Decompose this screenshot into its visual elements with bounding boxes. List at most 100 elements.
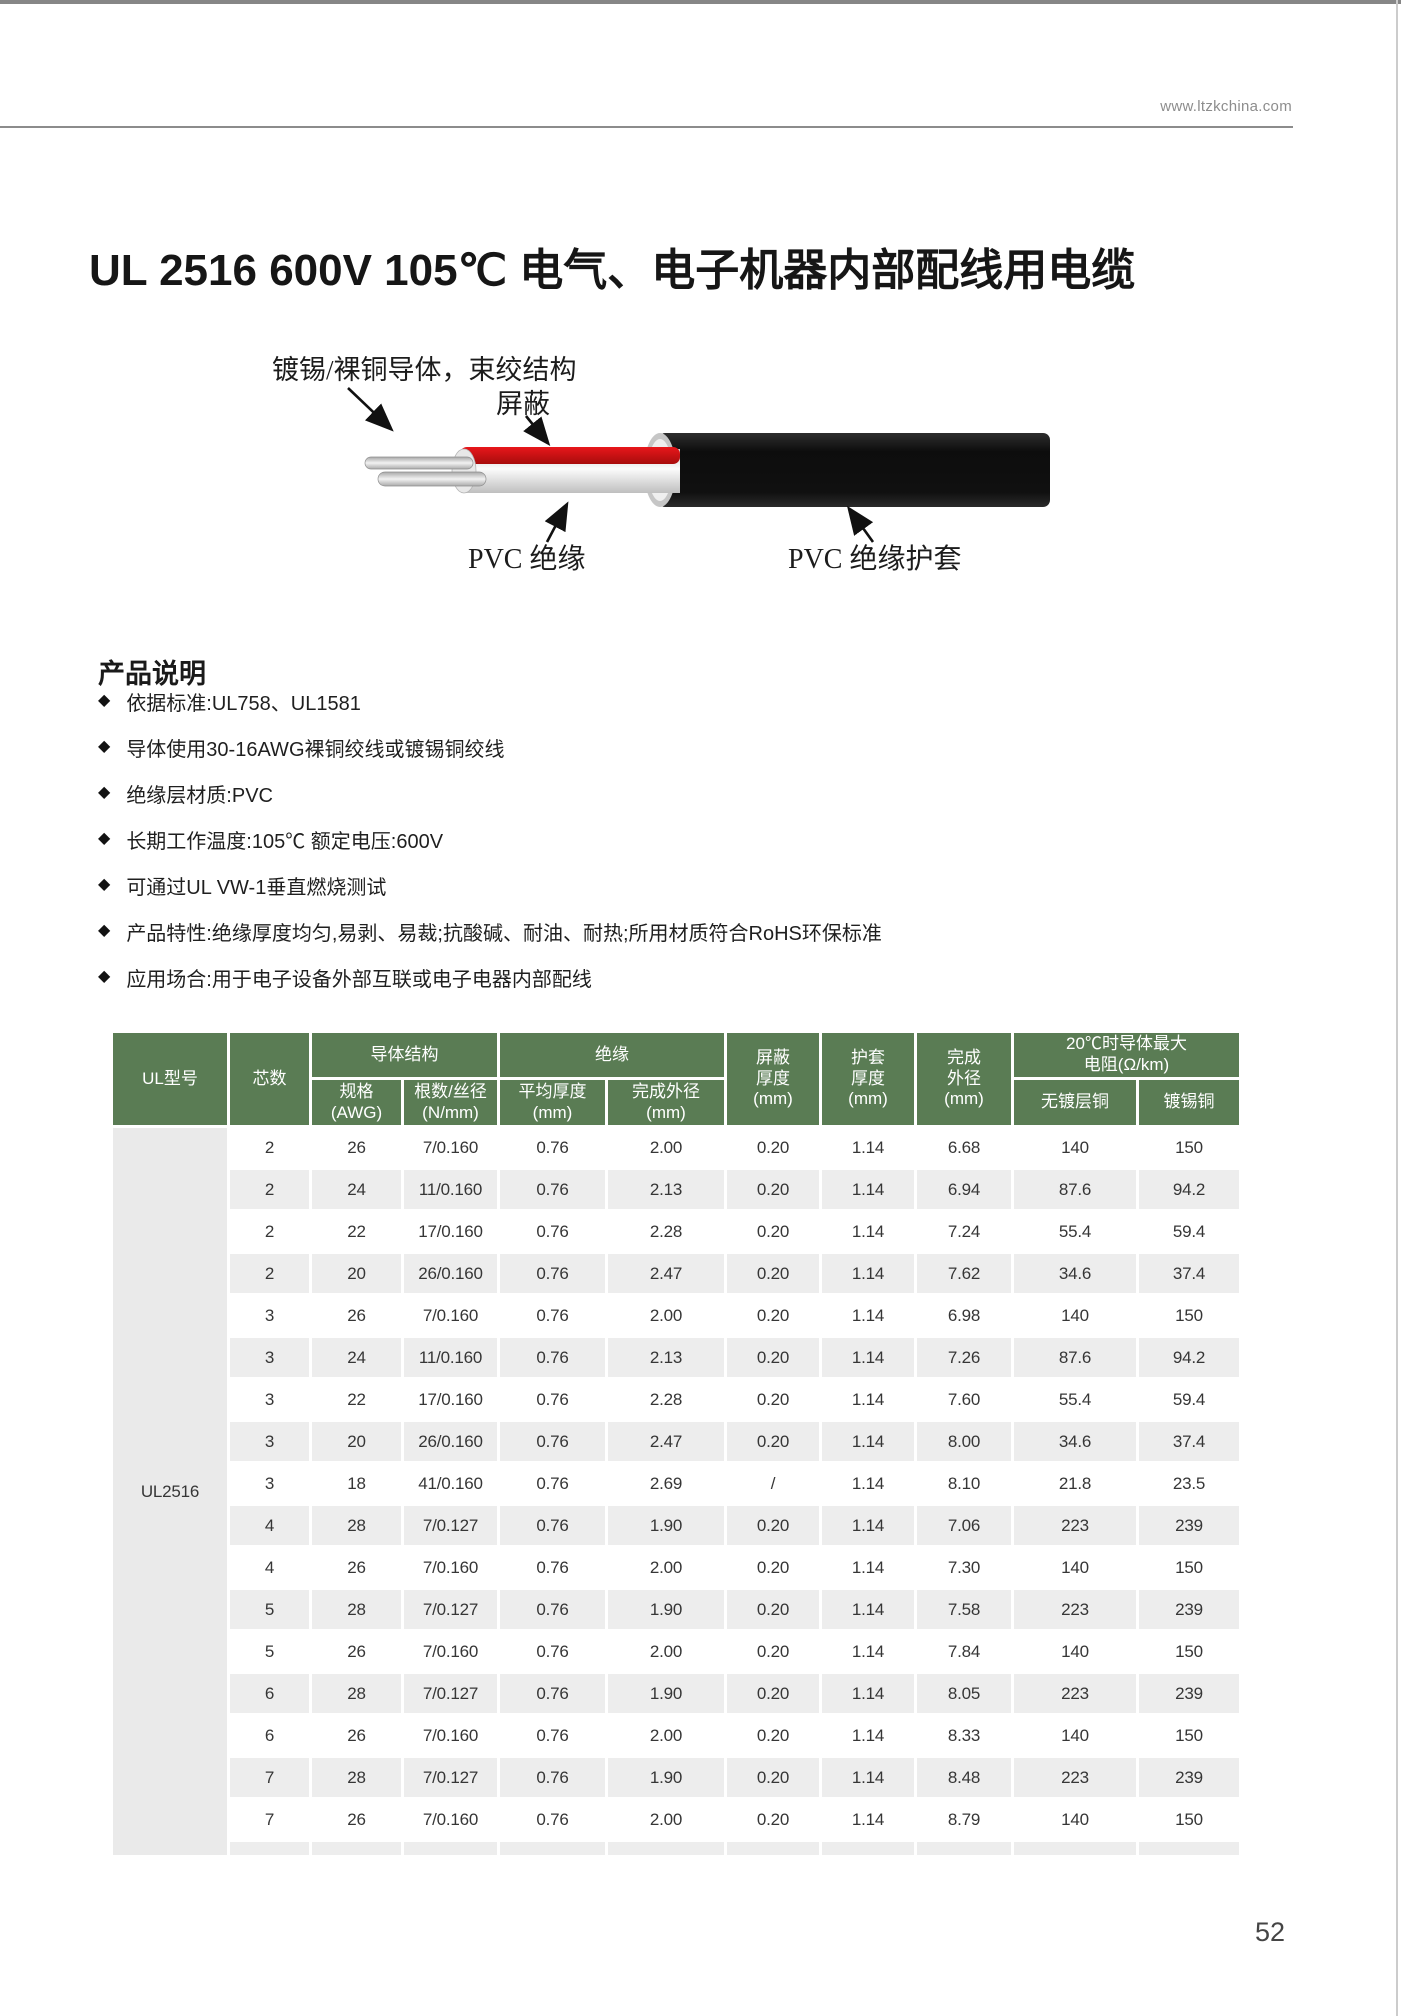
cell xyxy=(608,1842,724,1855)
cell: 0.76 xyxy=(500,1632,605,1671)
cell: 59.4 xyxy=(1139,1380,1239,1419)
cell: 223 xyxy=(1014,1674,1136,1713)
cell: 1.14 xyxy=(822,1674,914,1713)
cell: 6.98 xyxy=(917,1296,1011,1335)
diamond-bullet-icon: ◆ xyxy=(98,692,111,709)
cell: 0.76 xyxy=(500,1758,605,1797)
wire-shape xyxy=(364,456,474,470)
arrow-conductor xyxy=(347,387,394,432)
cell: 2.47 xyxy=(608,1254,724,1293)
page-number: 52 xyxy=(1254,1917,1286,1947)
cell: 37.4 xyxy=(1139,1422,1239,1461)
cell xyxy=(822,1842,914,1855)
page-title: UL 2516 600V 105℃ 电气、电子机器内部配线用电缆 xyxy=(89,246,1136,296)
table-row: 3 22 17/0.160 0.76 2.28 0.20 1.14 7.60 55.4 5… xyxy=(113,1380,1239,1419)
table-row: 7 26 7/0.160 0.76 2.00 0.20 1.14 8.79 140 150 xyxy=(113,1800,1239,1839)
list-item: ◆ 绝缘层材质:PVC xyxy=(98,784,273,807)
cell: 59.4 xyxy=(1139,1212,1239,1251)
header-row-groups: UL型号 芯数 导体结构 绝缘 屏蔽 厚度 (mm) 护套 厚度 (mm) 完成… xyxy=(113,1033,1239,1125)
col-group-insulation: 绝缘 xyxy=(500,1033,724,1077)
cell: 26 xyxy=(312,1632,401,1671)
cell: 28 xyxy=(312,1506,401,1545)
cell: 140 xyxy=(1014,1716,1136,1755)
cell: 0.76 xyxy=(500,1128,605,1167)
cell: 8.10 xyxy=(917,1464,1011,1503)
cell: 2.13 xyxy=(608,1338,724,1377)
table-row: 3 20 26/0.160 0.76 2.47 0.20 1.14 8.00 34.6 3… xyxy=(113,1422,1239,1461)
col-group-resistance: 20℃时导体最大 电阻(Ω/km) xyxy=(1014,1033,1239,1077)
cell: 24 xyxy=(312,1170,401,1209)
cell: 1.14 xyxy=(822,1800,914,1839)
col-header-bare-copper: 无镀层铜 xyxy=(1014,1080,1136,1125)
cell: 1.14 xyxy=(822,1254,914,1293)
cell: 2.00 xyxy=(608,1800,724,1839)
cell: 87.6 xyxy=(1014,1170,1136,1209)
cell: 37.4 xyxy=(1139,1254,1239,1293)
table-row: 2 22 17/0.160 0.76 2.28 0.20 1.14 7.24 55.4 5… xyxy=(113,1212,1239,1251)
cell xyxy=(917,1842,1011,1855)
table-row: 6 26 7/0.160 0.76 2.00 0.20 1.14 8.33 140 150 xyxy=(113,1716,1239,1755)
table-row: 2 24 11/0.160 0.76 2.13 0.20 1.14 6.94 87.6 9… xyxy=(113,1170,1239,1209)
cell: 1.14 xyxy=(822,1716,914,1755)
cell: 140 xyxy=(1014,1548,1136,1587)
cell: 0.76 xyxy=(500,1464,605,1503)
cell: 1.14 xyxy=(822,1128,914,1167)
cell: 140 xyxy=(1014,1296,1136,1335)
cell: 1.14 xyxy=(822,1548,914,1587)
cell: 1.90 xyxy=(608,1674,724,1713)
cell: 7.84 xyxy=(917,1632,1011,1671)
cell xyxy=(1139,1842,1239,1855)
cell: 8.00 xyxy=(917,1422,1011,1461)
ul-type-value-cell: UL2516 xyxy=(113,1128,227,1855)
wire-shape xyxy=(377,471,487,487)
cell: 7.24 xyxy=(917,1212,1011,1251)
cell: 2 xyxy=(230,1254,309,1293)
cell: 7/0.127 xyxy=(404,1506,497,1545)
table-row: 7 28 7/0.127 0.76 1.90 0.20 1.14 8.48 223 239 xyxy=(113,1758,1239,1797)
cell: 2.00 xyxy=(608,1548,724,1587)
list-item: ◆ 依据标准:UL758、UL1581 xyxy=(98,692,361,715)
cell: 0.76 xyxy=(500,1674,605,1713)
col-header-finished-od: 完成 外径 (mm) xyxy=(917,1033,1011,1125)
cell: 140 xyxy=(1014,1128,1136,1167)
cell: 94.2 xyxy=(1139,1170,1239,1209)
cell: 28 xyxy=(312,1674,401,1713)
cell: 11/0.160 xyxy=(404,1170,497,1209)
cell: 20 xyxy=(312,1254,401,1293)
shield-band xyxy=(460,447,680,464)
cell: 140 xyxy=(1014,1800,1136,1839)
cell: 7.60 xyxy=(917,1380,1011,1419)
cell: / xyxy=(727,1464,819,1503)
arrow-shield xyxy=(523,415,551,447)
cell: 2 xyxy=(230,1128,309,1167)
cell: 26 xyxy=(312,1296,401,1335)
cell xyxy=(404,1842,497,1855)
cell: 1.14 xyxy=(822,1296,914,1335)
cell: 7/0.160 xyxy=(404,1128,497,1167)
table-row: 5 26 7/0.160 0.76 2.00 0.20 1.14 7.84 140 150 xyxy=(113,1632,1239,1671)
cell: 239 xyxy=(1139,1674,1239,1713)
cell: 0.20 xyxy=(727,1170,819,1209)
cell: 239 xyxy=(1139,1758,1239,1797)
cell: 7.58 xyxy=(917,1590,1011,1629)
cell: 0.20 xyxy=(727,1338,819,1377)
cell: 55.4 xyxy=(1014,1212,1136,1251)
description-list: ◆ 依据标准:UL758、UL1581 ◆ 导体使用30-16AWG裸铜绞线或镀锡铜… xyxy=(98,678,882,1000)
cell: 8.79 xyxy=(917,1800,1011,1839)
cell: 223 xyxy=(1014,1506,1136,1545)
cell: 7/0.127 xyxy=(404,1758,497,1797)
col-header-jacket-thickness: 护套 厚度 (mm) xyxy=(822,1033,914,1125)
cell xyxy=(1014,1842,1136,1855)
cell: 1.14 xyxy=(822,1758,914,1797)
cell: 7/0.160 xyxy=(404,1548,497,1587)
cell: 3 xyxy=(230,1422,309,1461)
header-divider xyxy=(0,126,1293,128)
list-item: ◆ 导体使用30-16AWG裸铜绞线或镀锡铜绞线 xyxy=(98,738,505,761)
page-edge-line xyxy=(1396,0,1398,2016)
table-row: 2 20 26/0.160 0.76 2.47 0.20 1.14 7.62 34.6 3… xyxy=(113,1254,1239,1293)
col-header-cores: 芯数 xyxy=(230,1033,309,1125)
table-row: 4 28 7/0.127 0.76 1.90 0.20 1.14 7.06 223 239 xyxy=(113,1506,1239,1545)
diamond-bullet-icon: ◆ xyxy=(98,830,111,847)
table-row: 4 26 7/0.160 0.76 2.00 0.20 1.14 7.30 140 150 xyxy=(113,1548,1239,1587)
col-header-shield-thickness: 屏蔽 厚度 (mm) xyxy=(727,1033,819,1125)
